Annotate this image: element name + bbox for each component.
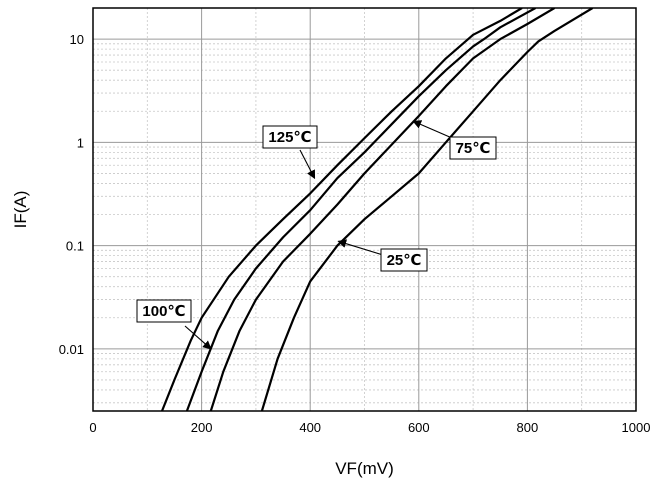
y-tick-label: 0.01 [59, 342, 84, 357]
annotation-box [380, 248, 428, 272]
plot-area-frame [92, 7, 637, 412]
annotation-label: 100℃ [142, 303, 185, 320]
series-line-3 [260, 8, 594, 411]
annotation-arrow [337, 239, 384, 256]
x-tick-label: 1000 [622, 420, 651, 435]
x-tick-label: 400 [299, 420, 321, 435]
y-tick-label: 0.1 [66, 239, 84, 254]
series-line-1 [185, 8, 537, 411]
series-line-0 [160, 8, 523, 411]
x-tick-label: 0 [89, 420, 96, 435]
annotation-label: 75℃ [456, 140, 491, 157]
x-tick-label: 200 [191, 420, 213, 435]
annotation-arrow [184, 325, 212, 350]
y-axis-title: IF(A) [11, 191, 30, 229]
annotation-arrow [412, 120, 453, 139]
series-line-2 [209, 8, 556, 411]
annotation-box [136, 299, 192, 323]
series-lines [160, 8, 594, 411]
annotation-box [449, 136, 497, 160]
x-tick-label: 800 [517, 420, 539, 435]
x-axis-title: VF(mV) [335, 459, 394, 478]
annotation-arrow [299, 149, 316, 180]
curve-labels: 125℃ 100℃ 75℃ 25℃ [136, 120, 497, 350]
annotation-box [262, 125, 318, 149]
minor-gridlines [93, 8, 636, 411]
x-tick-label: 600 [408, 420, 430, 435]
annotation-label: 25℃ [387, 252, 422, 269]
tick-labels: 0 200 400 600 800 1000 0.01 0.1 1 10 [59, 32, 651, 435]
y-tick-label: 10 [70, 32, 84, 47]
y-tick-label: 1 [77, 135, 84, 150]
annotation-label: 125℃ [268, 129, 311, 146]
